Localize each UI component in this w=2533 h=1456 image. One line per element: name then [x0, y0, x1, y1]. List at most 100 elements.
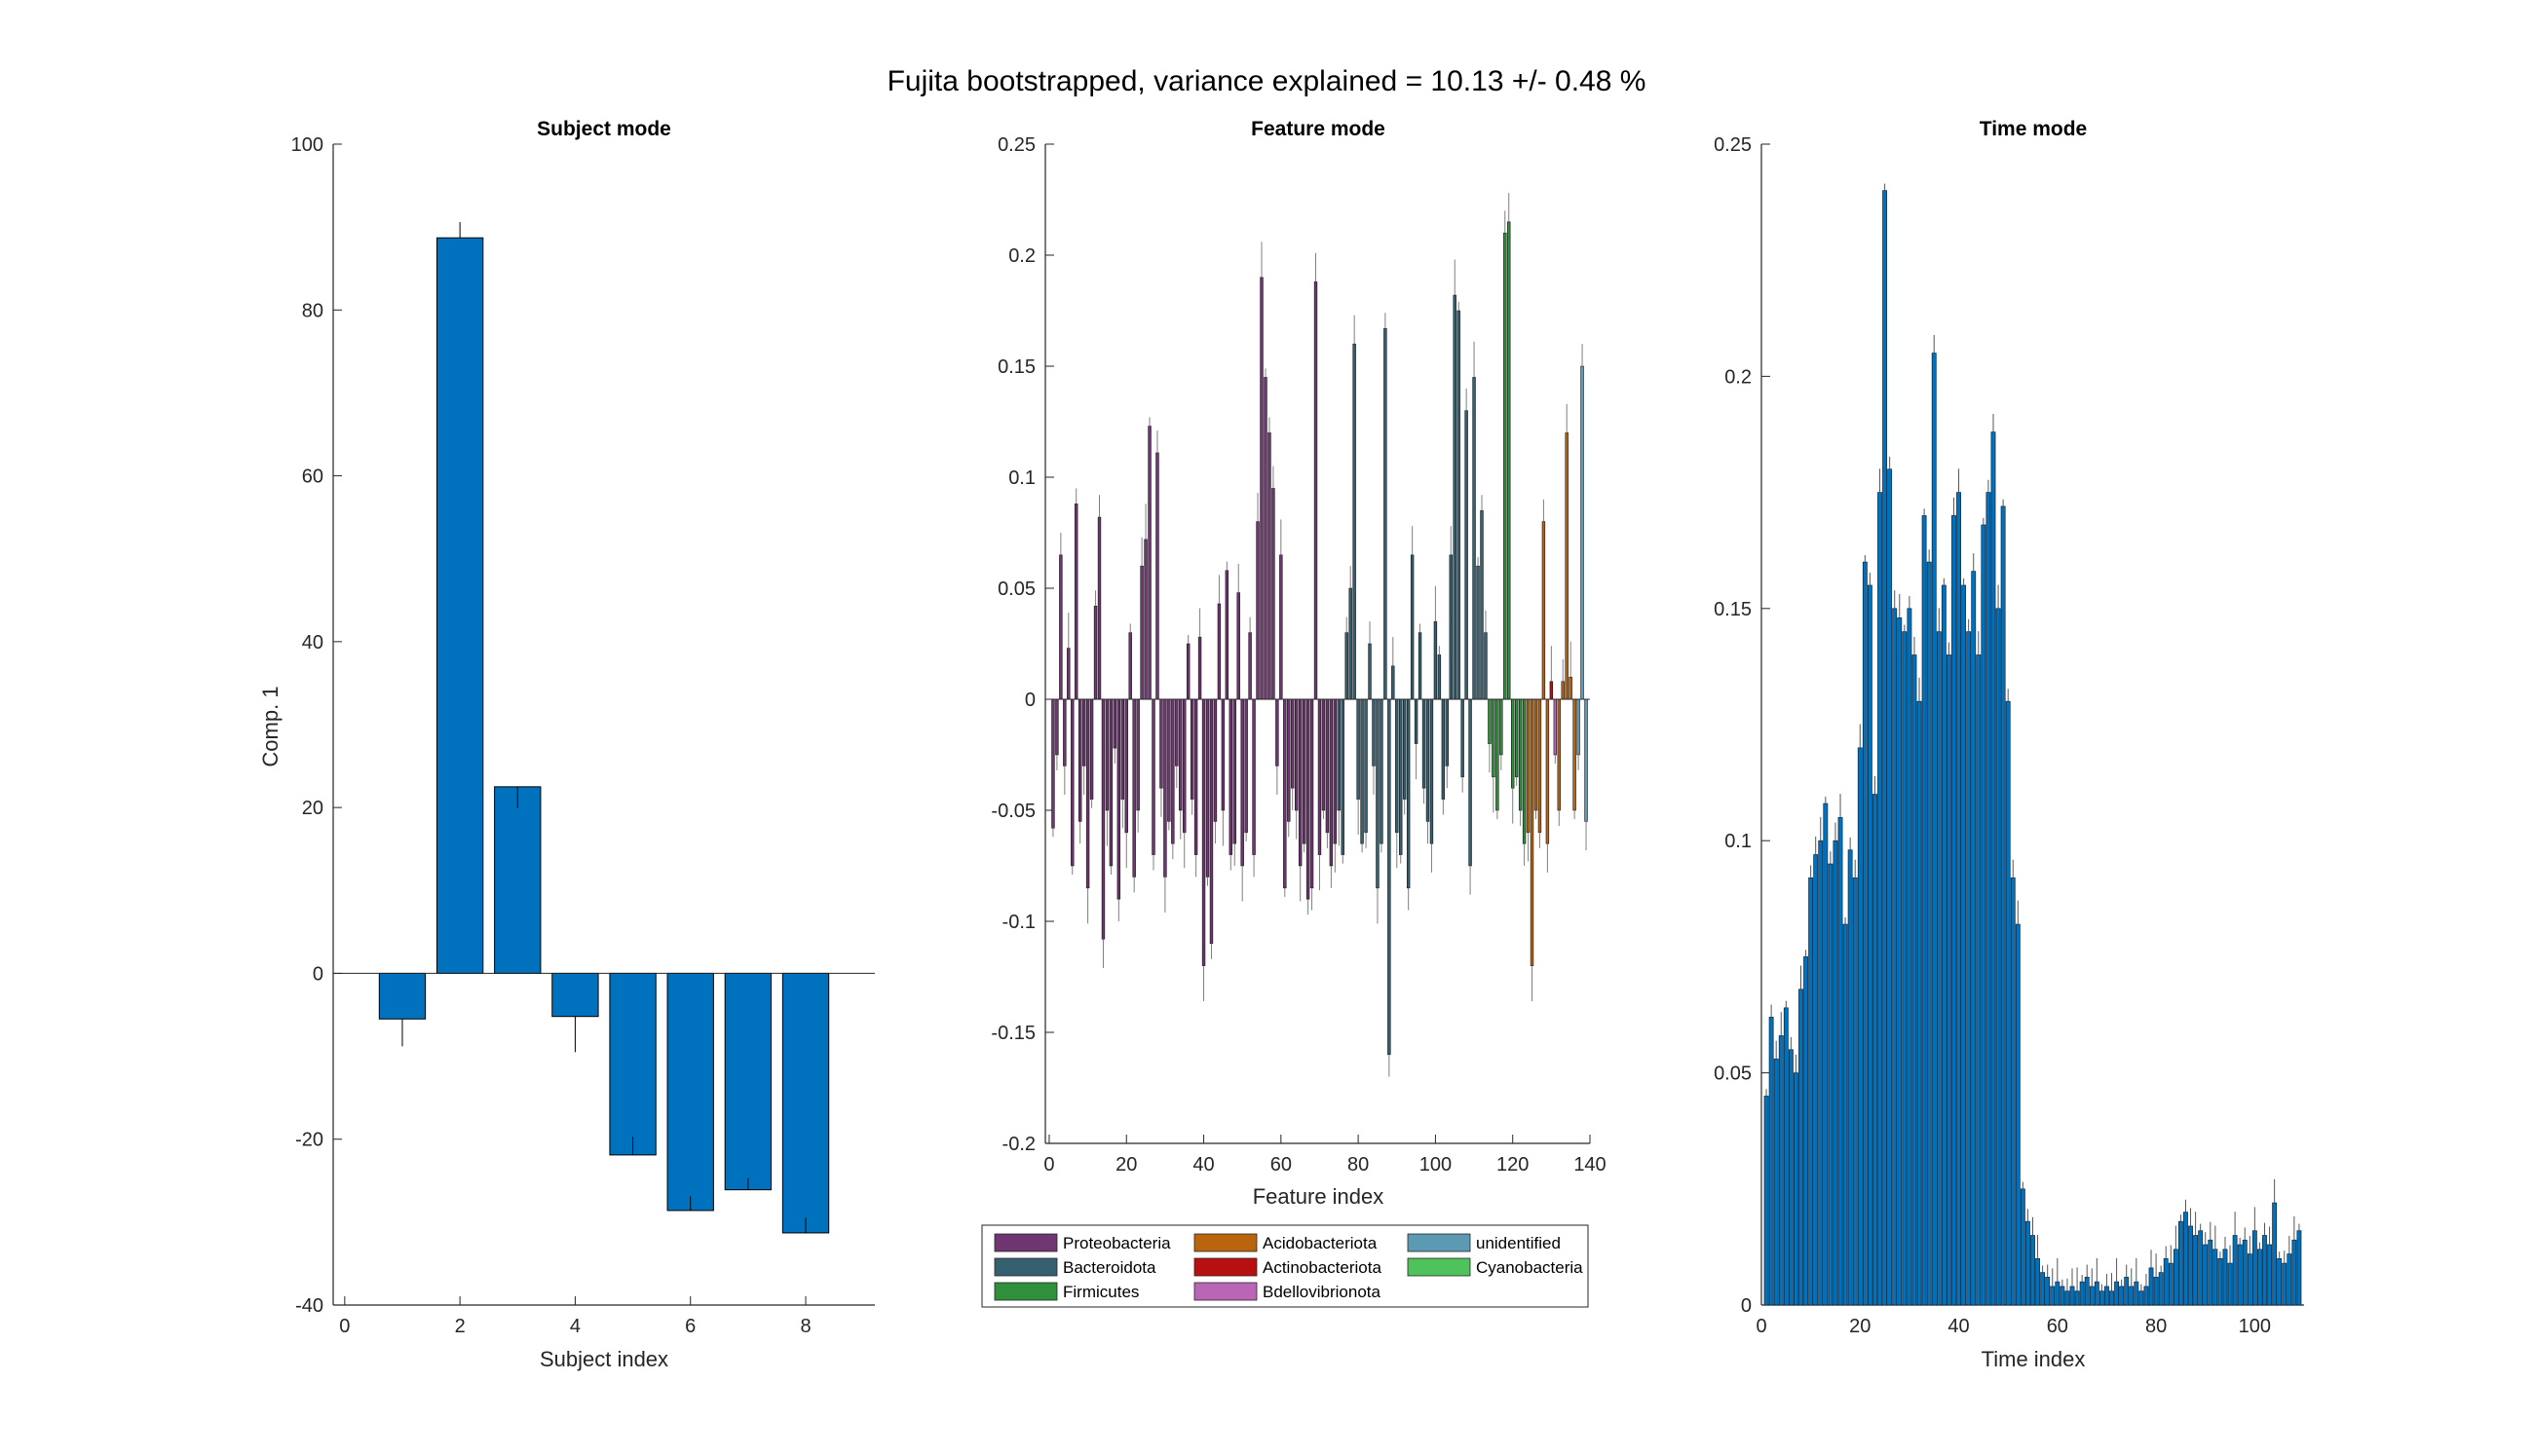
feature-bar	[1518, 698, 1523, 811]
time-bar	[1794, 1072, 1798, 1306]
feature-bar	[1256, 521, 1260, 700]
time-mode-ytick-label: 0.05	[1714, 1064, 1752, 1085]
feature-bar	[1109, 698, 1114, 867]
subject-bar	[609, 972, 657, 1156]
feature-mode-ytick-label: -0.15	[991, 1023, 1036, 1044]
feature-mode-ytick-label: 0.25	[998, 134, 1036, 156]
feature-bar	[1356, 698, 1360, 800]
feature-bar	[1236, 592, 1240, 700]
time-bar	[2060, 1286, 2065, 1306]
feature-bar	[1136, 698, 1140, 811]
feature-bar	[1159, 698, 1163, 789]
subject-mode-xlabel: Subject index	[540, 1347, 668, 1371]
time-mode-panel: Time mode Time index 0 0.05 0.1 0.15 0.2 0.25…	[1714, 118, 2304, 1371]
feature-bar	[1128, 632, 1132, 700]
time-bar	[2173, 1249, 2178, 1306]
time-bar	[1857, 747, 1863, 1306]
legend-swatch	[1193, 1257, 1258, 1277]
time-bar	[1783, 1007, 1789, 1306]
legend-label: Firmicutes	[1063, 1283, 1139, 1301]
feature-bar	[1561, 681, 1565, 700]
feature-bar	[1124, 698, 1128, 834]
time-bar	[2163, 1257, 2169, 1306]
feature-bar	[1499, 698, 1503, 756]
feature-bar	[1421, 698, 1426, 789]
feature-bar	[1081, 698, 1086, 766]
feature-bar	[1399, 698, 1403, 855]
time-mode-xtick-label: 100	[2239, 1316, 2271, 1337]
time-bar	[2119, 1286, 2125, 1306]
time-bar	[1936, 631, 1942, 1306]
feature-bar	[1275, 698, 1279, 766]
feature-bar	[1395, 698, 1399, 834]
feature-bar	[1059, 554, 1063, 700]
feature-bar	[1484, 632, 1488, 700]
time-mode-title: Time mode	[1980, 118, 2087, 140]
feature-bar	[1372, 698, 1376, 766]
feature-bar	[1533, 698, 1538, 811]
feature-mode-ytick-label: -0.05	[991, 801, 1036, 822]
feature-bar	[1298, 698, 1303, 867]
feature-bar	[1406, 698, 1411, 889]
legend-swatch	[994, 1257, 1058, 1277]
feature-bar	[1193, 698, 1198, 855]
time-bar	[2257, 1249, 2262, 1306]
time-bar	[2020, 1188, 2025, 1306]
feature-bar	[1410, 554, 1415, 700]
subject-mode-ytick-label: 80	[302, 300, 323, 321]
feature-bar	[1179, 698, 1183, 811]
time-bar	[2251, 1230, 2257, 1306]
feature-bar	[1380, 698, 1383, 844]
time-bar	[2084, 1277, 2090, 1306]
time-bar	[2025, 1220, 2030, 1306]
time-bar	[1847, 849, 1853, 1306]
subject-mode-xtick-label: 6	[685, 1316, 696, 1337]
time-bar	[2208, 1239, 2213, 1306]
time-bar	[2079, 1281, 2085, 1306]
feature-bar	[1071, 698, 1075, 867]
time-bar	[1872, 794, 1877, 1306]
time-bar	[1956, 492, 1961, 1306]
time-bar	[2188, 1225, 2193, 1306]
feature-bar	[1205, 698, 1210, 877]
time-bar	[2217, 1257, 2223, 1306]
subject-mode-ytick-label: 60	[302, 467, 323, 488]
feature-bar	[1283, 698, 1287, 889]
time-bar	[2129, 1286, 2135, 1306]
feature-bar	[1209, 698, 1214, 945]
time-bar	[2183, 1212, 2188, 1306]
time-bar	[2277, 1257, 2283, 1306]
feature-bar	[1089, 698, 1094, 800]
feature-bar	[1144, 539, 1148, 700]
feature-bar	[1468, 698, 1472, 867]
time-mode-xtick-label: 0	[1756, 1316, 1766, 1337]
feature-bar	[1368, 643, 1372, 700]
feature-bar	[1229, 698, 1232, 855]
time-bar	[1907, 608, 1912, 1306]
feature-bar	[1425, 698, 1430, 822]
feature-bar	[1113, 698, 1117, 749]
feature-bar	[1105, 698, 1110, 811]
time-bar	[2158, 1272, 2164, 1306]
legend-label: Bacteroidota	[1063, 1258, 1156, 1277]
time-bar	[2177, 1220, 2183, 1306]
time-mode-ytick-label: 0.15	[1714, 599, 1752, 620]
feature-bar	[1302, 698, 1306, 844]
feature-mode-xlabel: Feature index	[1253, 1184, 1384, 1209]
feature-bar	[1317, 698, 1322, 855]
time-bar	[2109, 1290, 2114, 1306]
feature-bar	[1464, 410, 1468, 700]
time-bar	[2138, 1290, 2144, 1306]
time-bar	[1916, 700, 1922, 1306]
time-mode-xtick-label: 60	[2047, 1316, 2068, 1337]
subject-bar	[435, 237, 484, 974]
time-mode-ytick-label: 0.2	[1724, 366, 1752, 388]
feature-bar	[1140, 565, 1144, 700]
feature-bar	[1344, 632, 1348, 700]
subject-mode-ytick-label: 20	[302, 798, 323, 819]
feature-bar	[1387, 698, 1391, 1056]
time-bar	[1897, 616, 1903, 1306]
time-bar	[1902, 631, 1908, 1306]
feature-bar	[1305, 698, 1310, 900]
feature-bar	[1376, 698, 1380, 889]
